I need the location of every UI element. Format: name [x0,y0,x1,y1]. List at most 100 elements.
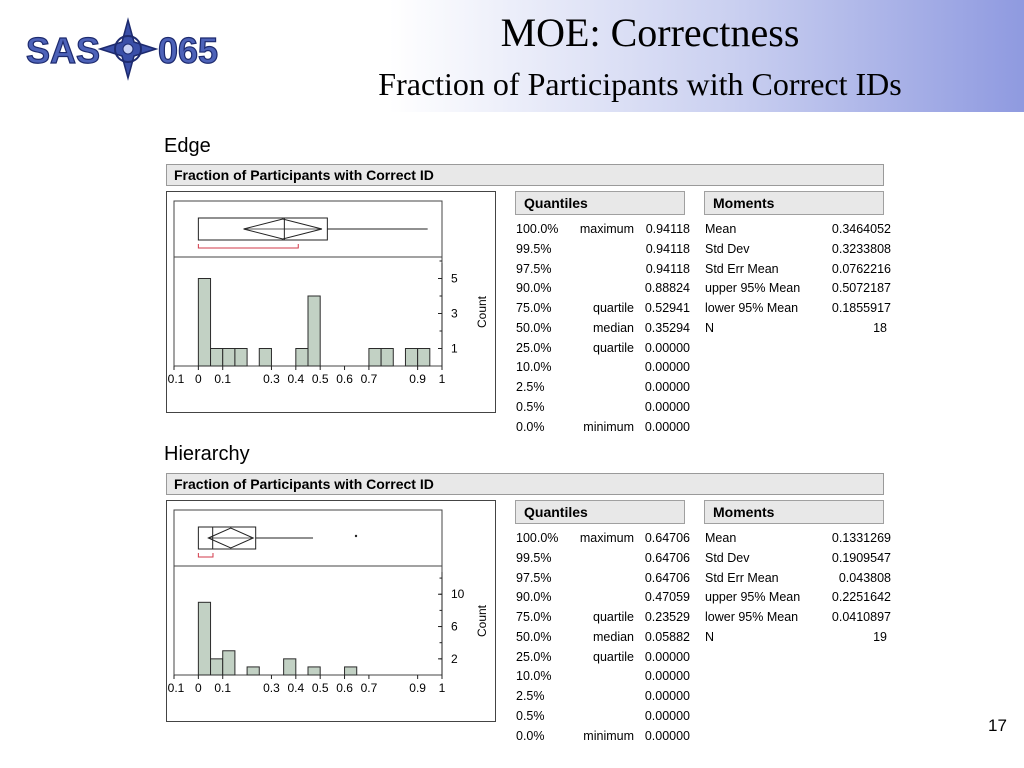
moment-name: N [705,630,715,644]
moment-value: 0.3464052 [831,222,891,236]
moment-name: Mean [705,222,737,236]
quantile-value: 0.00000 [644,709,690,723]
histogram-edge: 1 3 5 Count -0.1 0 0.1 0.3 0.4 0.5 0.6 0.7 0.9 1 [167,200,489,386]
quantile-value: 0.00000 [644,650,690,664]
quantile-value: 0.35294 [644,321,690,335]
quantile-name: median [593,630,634,644]
slide-title: MOE: Correctness [500,10,800,55]
quantile-name: maximum [579,222,634,236]
moment-name: lower 95% Mean [705,301,799,315]
histogram-bar [234,348,248,367]
moment-row: N 18 [705,319,891,339]
moment-row: Std Dev 0.3233808 [705,240,891,260]
panel-title-edge[interactable]: Fraction of Participants with Correct ID [166,164,884,186]
page-number: 17 [988,716,1007,735]
x-tick-label: 1 [439,372,446,386]
moment-value: 0.1909547 [831,551,891,565]
count-tick-label: 3 [451,307,458,321]
moment-name: Std Dev [705,551,750,565]
moment-name: Std Err Mean [705,262,779,276]
quantile-pct: 90.0% [516,281,552,295]
quantiles-title-hierarchy[interactable]: Quantiles [515,500,685,524]
x-tick-label: 0 [195,681,202,695]
quantile-value: 0.00000 [644,669,690,683]
moment-row: Std Dev 0.1909547 [705,549,891,569]
moment-name: N [705,321,715,335]
quantile-value: 0.23529 [644,610,690,624]
x-tick-label: 0.6 [336,681,353,695]
quantile-row: 10.0% 0.00000 [516,667,692,687]
moment-value: 0.0762216 [831,262,891,276]
count-tick-label: 2 [451,652,458,666]
quantile-value: 0.64706 [644,551,690,565]
logo-text-left: SAS [26,30,100,71]
histogram-bar [283,658,297,676]
histogram-bar [404,348,419,367]
moment-value: 0.5072187 [831,281,891,295]
quantile-name: median [593,321,634,335]
quantile-value: 0.05882 [644,630,690,644]
count-axis-title: Count [475,604,489,637]
quantile-name: minimum [583,729,634,743]
section-label-edge: Edge [164,135,211,157]
quantile-name: quartile [593,610,634,624]
quantile-row: 10.0% 0.00000 [516,358,692,378]
quantile-pct: 75.0% [516,610,552,624]
mean-diamond [207,527,255,549]
histogram-bar [368,348,382,367]
moments-title-edge[interactable]: Moments [704,191,884,215]
compass-star-icon [97,17,159,81]
quantile-row: 25.0% quartile 0.00000 [516,339,692,359]
logo-text-right: 065 [158,30,218,71]
quantile-row: 75.0% quartile 0.23529 [516,608,692,628]
histogram-hierarchy: 2 6 10 Count -0.1 0 0.1 0.3 0.4 0.5 0.6 0.7 0.9 1 [167,509,489,695]
panel-title-hierarchy[interactable]: Fraction of Participants with Correct ID [166,473,884,495]
quantile-value: 0.00000 [644,341,690,355]
quantile-row: 97.5% 0.94118 [516,260,692,280]
count-tick-label: 10 [451,587,465,601]
moments-title-hierarchy[interactable]: Moments [704,500,884,524]
x-tick-label: -0.1 [167,681,185,695]
x-tick-label: -0.1 [167,372,185,386]
histogram-bar [197,601,212,676]
outlier-point [354,534,358,538]
x-tick-label: 0.4 [287,372,304,386]
quantile-value: 0.94118 [645,222,690,236]
quantile-row: 90.0% 0.88824 [516,279,692,299]
quantile-row: 99.5% 0.64706 [516,549,692,569]
quantile-pct: 75.0% [516,301,552,315]
moment-row: upper 95% Mean 0.5072187 [705,279,891,299]
moment-row: Std Err Mean 0.043808 [705,569,891,589]
plot-frame [173,509,443,676]
quantile-pct: 100.0% [516,531,559,545]
quantile-value: 0.64706 [644,571,690,585]
quantile-pct: 2.5% [516,689,545,703]
histogram-bar [307,666,321,676]
moment-value: 0.1855917 [831,301,891,315]
histogram-bar [222,650,236,676]
quantile-value: 0.00000 [644,729,690,743]
quantile-value: 0.88824 [644,281,690,295]
quantile-value: 0.47059 [644,590,690,604]
quantiles-title-edge[interactable]: Quantiles [515,191,685,215]
moment-value: 0.2251642 [831,590,891,604]
quantile-row: 50.0% median 0.05882 [516,628,692,648]
quantile-name: quartile [593,650,634,664]
quantile-pct: 99.5% [516,551,552,565]
x-tick-label: 0.5 [312,372,329,386]
quantile-row: 100.0% maximum 0.94118 [516,220,692,240]
quantile-value: 0.00000 [644,400,690,414]
x-tick-label: 0.5 [312,681,329,695]
quantile-pct: 97.5% [516,262,552,276]
section-label-hierarchy: Hierarchy [164,443,250,465]
quantile-pct: 90.0% [516,590,552,604]
quantile-row: 100.0% maximum 0.64706 [516,529,692,549]
sas-065-logo: SAS 065 [25,17,219,81]
histogram-bar [307,295,321,367]
moment-name: lower 95% Mean [705,610,799,624]
count-tick-label: 5 [451,272,458,286]
quantile-pct: 25.0% [516,341,552,355]
quantile-pct: 0.0% [516,729,545,743]
count-tick-label: 6 [451,620,458,634]
moment-name: Std Err Mean [705,571,779,585]
